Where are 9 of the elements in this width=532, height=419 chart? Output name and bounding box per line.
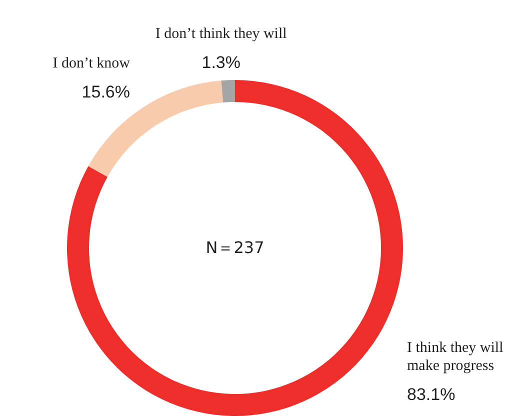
data-label: 83.1% [407, 385, 456, 404]
slice-label: I don’t think they will [155, 26, 287, 42]
slice-label: I don’t know [52, 55, 130, 72]
donut-slice [67, 80, 403, 416]
text: N＝237 [206, 238, 264, 257]
slice-label: I think they will make progress [407, 340, 504, 374]
data-label: 1.3% [202, 53, 240, 72]
data-label: 15.6% [82, 82, 130, 102]
donut-slice [221, 80, 235, 102]
